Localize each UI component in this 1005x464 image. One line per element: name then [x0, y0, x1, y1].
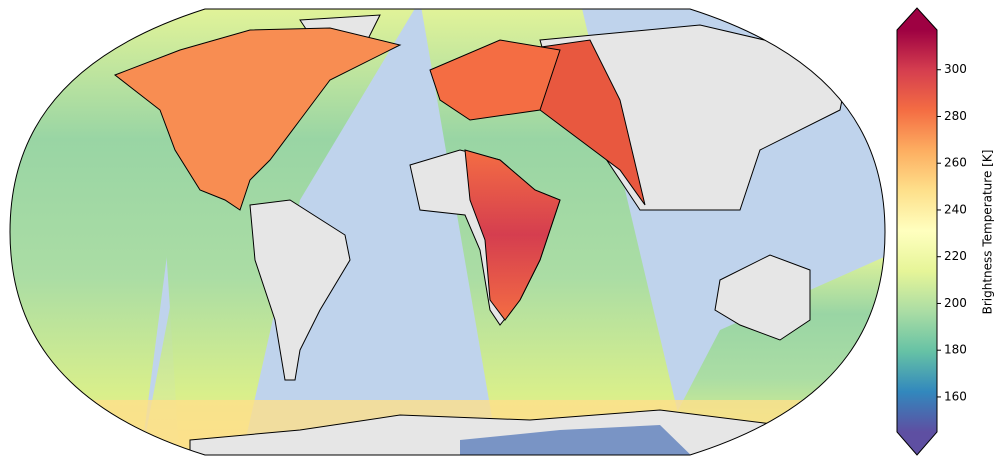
swath: [10, 9, 200, 455]
colorbar-outline: [896, 7, 938, 456]
australia: [714, 254, 811, 341]
colorbar-tick-label: 240: [944, 202, 967, 216]
europe: [429, 39, 561, 121]
colorbar-extend-top: [897, 8, 937, 30]
colorbar-tick-label: 260: [944, 156, 967, 170]
north-america: [113, 27, 402, 211]
map: [10, 9, 885, 455]
africa-swath: [464, 149, 561, 321]
colorbar-tick-label: 180: [944, 343, 967, 357]
colorbar-tick-label: 280: [944, 109, 967, 123]
colorbar-tick-label: 160: [944, 389, 967, 403]
antarctica-swath: [460, 425, 700, 455]
colorbar: 160 180 200 220 240 260 280 300: [896, 7, 967, 456]
colorbar-tick-label: 200: [944, 296, 967, 310]
colorbar-label: Brightness Temperature [K]: [981, 150, 995, 315]
colorbar-tick-label: 220: [944, 249, 967, 263]
colorbar-body: [897, 30, 937, 432]
colorbar-extend-bottom: [897, 432, 937, 455]
south-america: [249, 199, 351, 381]
middle-east: [519, 39, 646, 206]
map-border: [9, 8, 886, 456]
colorbar-tick-label: 300: [944, 62, 967, 76]
